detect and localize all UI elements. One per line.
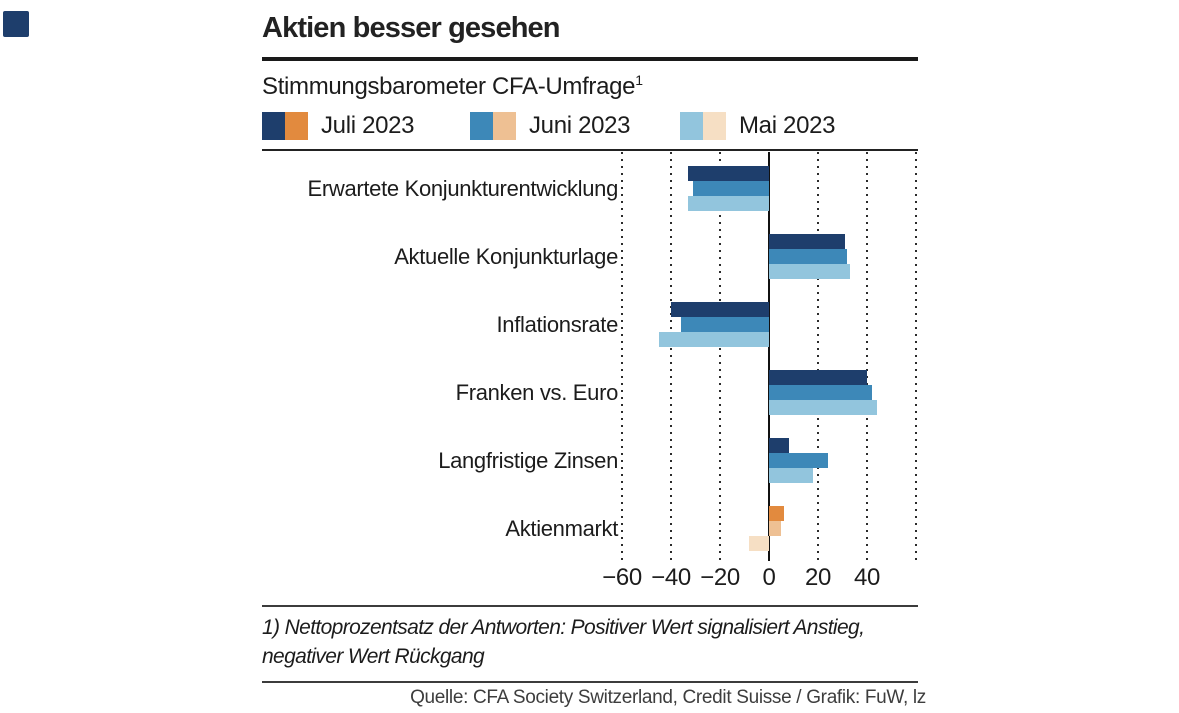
x-tick-label--20: −20 [700,564,740,591]
grid-line--20 [719,152,721,560]
bar-juli-2023-aktienmarkt [769,506,784,521]
bar-juni-2023-erwartete-konjunkturentwicklung [693,181,769,196]
legend-swatch-blue-juli-2023 [262,111,285,140]
bar-mai-2023-franken-vs-euro [769,400,877,415]
x-tick-label--60: −60 [602,564,642,591]
grid-line--40 [670,152,672,560]
bar-mai-2023-aktienmarkt [749,536,769,551]
bar-juli-2023-franken-vs-euro [769,370,867,385]
grid-line-40 [866,152,868,560]
bar-juni-2023-langfristige-zinsen [769,453,828,468]
grid-line--60 [621,152,623,560]
footnote-divider-rule [262,681,918,683]
footnote-marker: 1 [635,72,643,88]
source-credit: Quelle: CFA Society Switzerland, Credit … [410,687,926,708]
legend-swatch-blue-juni-2023 [470,111,493,140]
legend-item-mai-2023: Mai 2023 [680,111,835,140]
chart-legend: Juli 2023 Juni 2023 Mai 2023 [262,111,918,140]
legend-swatch-blue-mai-2023 [680,111,703,140]
chart-subtitle: Stimmungsbarometer CFA-Umfrage1 [262,72,643,101]
bar-mai-2023-langfristige-zinsen [769,468,814,483]
legend-item-juni-2023: Juni 2023 [470,111,631,140]
legend-label: Juni 2023 [529,111,631,139]
x-tick-label-0: 0 [762,564,776,591]
bar-mai-2023-inflationsrate [658,332,769,347]
chart-footnote: 1) Nettoprozentsatz der Antworten: Posit… [262,613,865,671]
bar-mai-2023-erwartete-konjunkturentwicklung [688,196,769,211]
bar-juni-2023-aktienmarkt [769,521,782,536]
footnote-line-2: negativer Wert Rückgang [262,645,485,668]
bar-juni-2023-franken-vs-euro [769,385,872,400]
legend-label: Mai 2023 [739,111,836,139]
x-tick-label-40: 40 [853,564,881,591]
zero-axis-line [768,152,770,561]
legend-swatch-orange-juni-2023 [493,111,516,140]
bar-juni-2023-aktuelle-konjunkturlage [769,249,848,264]
category-label-aktienmarkt: Aktienmarkt [505,516,618,541]
footnote-line-1: 1) Nettoprozentsatz der Antworten: Posit… [262,616,865,639]
legend-label: Juli 2023 [321,111,415,139]
category-label-aktuelle-konjunkturlage: Aktuelle Konjunkturlage [394,244,618,269]
publisher-logo-square [3,11,29,37]
chart-title: Aktien besser gesehen [262,12,561,44]
title-rule [262,57,918,61]
bar-juli-2023-inflationsrate [671,302,769,317]
bar-juni-2023-inflationsrate [680,317,769,332]
legend-item-juli-2023: Juli 2023 [262,111,415,140]
grid-line-60 [915,152,917,560]
legend-divider-rule [262,149,918,151]
axis-divider-rule [262,605,918,607]
category-label-erwartete-konjunkturentwicklung: Erwartete Konjunkturentwicklung [307,176,619,201]
legend-swatch-orange-mai-2023 [703,111,726,140]
bar-mai-2023-aktuelle-konjunkturlage [769,264,850,279]
bar-juli-2023-aktuelle-konjunkturlage [769,234,845,249]
bar-juli-2023-langfristige-zinsen [769,438,789,453]
bar-juli-2023-erwartete-konjunkturentwicklung [688,166,769,181]
x-tick-label--40: −40 [651,564,691,591]
category-label-inflationsrate: Inflationsrate [496,312,619,337]
x-tick-label-20: 20 [804,564,832,591]
category-label-langfristige-zinsen: Langfristige Zinsen [438,448,618,473]
category-label-franken-vs-euro: Franken vs. Euro [455,380,619,405]
grid-line-20 [817,152,819,560]
legend-swatch-orange-juli-2023 [285,111,308,140]
bar-chart: Erwartete Konjunkturentwicklung Aktuelle … [262,152,918,602]
chart-content: Aktien besser gesehen Stimmungsbarometer… [262,0,926,713]
chart-subtitle-text: Stimmungsbarometer CFA-Umfrage [262,73,636,100]
